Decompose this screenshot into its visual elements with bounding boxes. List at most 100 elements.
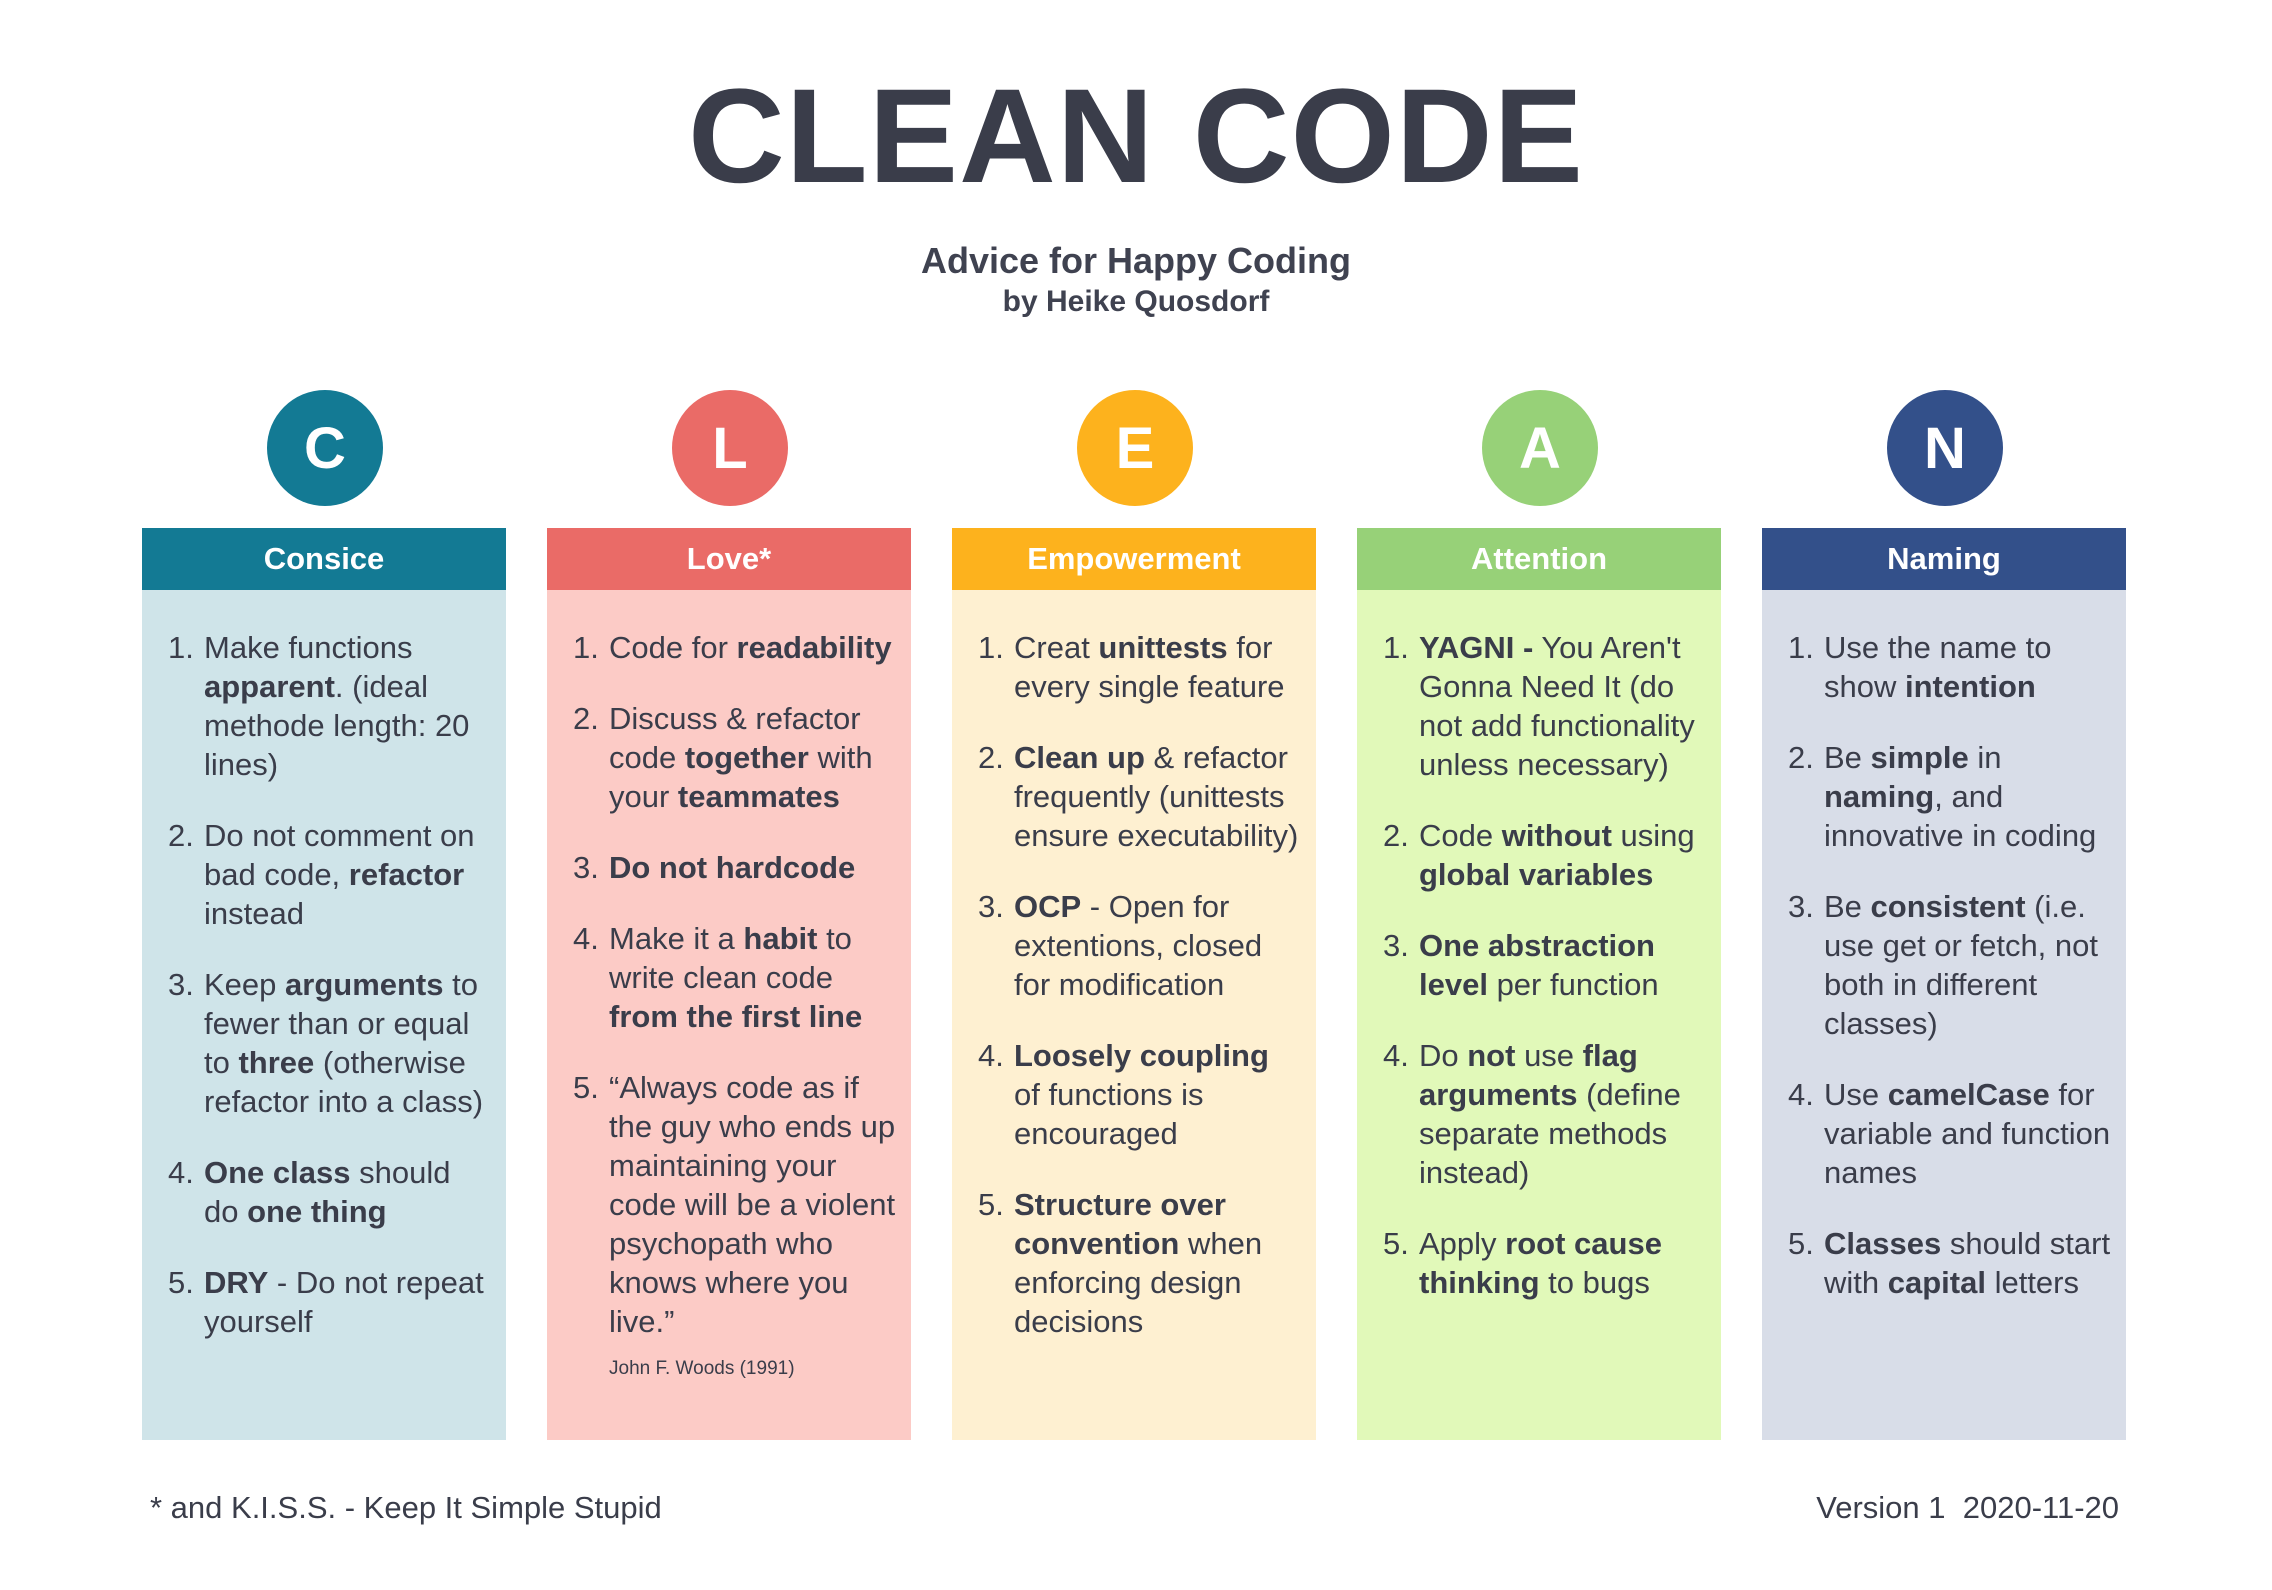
- letter-badge-l: L: [672, 390, 788, 506]
- item-number: 3.: [978, 889, 1004, 924]
- item-text-bold: three: [238, 1045, 315, 1080]
- column-heading: Empowerment: [952, 528, 1316, 590]
- item-text: should do: [204, 1155, 451, 1229]
- item-text-bold: YAGNI -: [1419, 630, 1534, 665]
- item-number: 4.: [1788, 1077, 1814, 1112]
- item-text-bold: naming: [1824, 779, 1935, 814]
- item-text: for every single feature: [1014, 630, 1285, 704]
- advice-item: 3. Keep arguments to fewer than or equal …: [168, 965, 492, 1121]
- item-text-bold: not: [1467, 1038, 1516, 1073]
- column-card: 1. Use the name to show intention 2. Be sim…: [1762, 590, 2126, 1440]
- item-text: Code for: [609, 630, 737, 665]
- item-text-bold: readability: [736, 630, 892, 665]
- advice-item: 4. Use camelCase for variable and functio…: [1788, 1075, 2112, 1192]
- item-text: to fewer than or equal to: [204, 967, 478, 1080]
- advice-item: 5. Structure over convention when enforci…: [978, 1185, 1302, 1341]
- item-text-bold: Clean up: [1014, 740, 1145, 775]
- item-text: You Aren't Gonna Need It (do not add fun…: [1419, 630, 1695, 782]
- item-number: 1.: [573, 630, 599, 665]
- item-text-bold: One abstraction level: [1419, 928, 1655, 1002]
- item-text: Creat: [1014, 630, 1099, 665]
- item-text: & refactor frequently (unittests ensure …: [1014, 740, 1299, 853]
- item-text-bold: unittests: [1098, 630, 1228, 665]
- item-number: 5.: [978, 1187, 1004, 1222]
- item-number: 2.: [1383, 818, 1409, 853]
- item-text: (i.e. use get or fetch, not both in diff…: [1824, 889, 2099, 1041]
- item-text: Discuss & refactor code: [609, 701, 861, 775]
- item-text: to write clean code: [609, 921, 852, 995]
- advice-item: 3. Do not hardcode: [573, 848, 897, 887]
- column-card: 1. Make functions apparent. (ideal method…: [142, 590, 506, 1440]
- advice-item: 4. Do not use flag arguments (define sepa…: [1383, 1036, 1707, 1192]
- advice-item: 1. Use the name to show intention: [1788, 628, 2112, 706]
- advice-item: 4. Make it a habit to write clean code fr…: [573, 919, 897, 1036]
- column-heading: Naming: [1762, 528, 2126, 590]
- item-text-bold: teammates: [677, 779, 840, 814]
- item-text-bold: from the first line: [609, 999, 863, 1034]
- item-text: when enforcing design decisions: [1014, 1226, 1263, 1339]
- advice-item: 3. Be consistent (i.e. use get or fetch, …: [1788, 887, 2112, 1043]
- advice-item: 5. Classes should start with capital lett…: [1788, 1224, 2112, 1302]
- item-text-bold: one thing: [247, 1194, 387, 1229]
- item-number: 3.: [168, 967, 194, 1002]
- footnote: * and K.I.S.S. - Keep It Simple Stupid: [150, 1490, 662, 1525]
- item-text: with your: [609, 740, 873, 814]
- item-number: 1.: [1788, 630, 1814, 665]
- item-text: Do not comment on bad code,: [204, 818, 475, 892]
- advice-item: 2. Discuss & refactor code together with …: [573, 699, 897, 816]
- item-text: use: [1515, 1038, 1583, 1073]
- advice-item: 2. Do not comment on bad code, refactor i…: [168, 816, 492, 933]
- column-card: 1. Code for readability 2. Discuss & refact…: [547, 590, 911, 1440]
- item-text-bold: Loosely coupling: [1014, 1038, 1269, 1073]
- item-text-bold: Structure over convention: [1014, 1187, 1226, 1261]
- advice-list: 1. Use the name to show intention 2. Be sim…: [1788, 628, 2112, 1334]
- item-text: Do: [1419, 1038, 1468, 1073]
- item-number: 4.: [978, 1038, 1004, 1073]
- advice-list: 1. YAGNI - You Aren't Gonna Need It (do n…: [1383, 628, 1707, 1334]
- advice-item: 2. Be simple in naming, and innovative in…: [1788, 738, 2112, 855]
- item-text: Be: [1824, 740, 1871, 775]
- advice-item: 1. Make functions apparent. (ideal method…: [168, 628, 492, 784]
- item-text-bold: capital: [1887, 1265, 1986, 1300]
- item-text-bold: Do not hardcode: [609, 850, 856, 885]
- item-text: per function: [1487, 967, 1659, 1002]
- item-number: 1.: [978, 630, 1004, 665]
- item-number: 5.: [1383, 1226, 1409, 1261]
- advice-item: 2. Clean up & refactor frequently (unitte…: [978, 738, 1302, 855]
- item-text-bold: arguments: [285, 967, 444, 1002]
- item-number: 4.: [573, 921, 599, 956]
- item-text: . (ideal methode length: 20 lines): [204, 669, 470, 782]
- advice-list: 1. Make functions apparent. (ideal method…: [168, 628, 492, 1373]
- item-text: - Do not repeat yourself: [204, 1265, 484, 1339]
- column-naming: N Naming 1. Use the name to show intention 2…: [1762, 0, 2126, 1590]
- item-text-bold: root cause thinking: [1419, 1226, 1662, 1300]
- item-text-bold: intention: [1904, 669, 2036, 704]
- column-heading: Love*: [547, 528, 911, 590]
- item-text-bold: refactor: [348, 857, 465, 892]
- item-text-bold: Classes: [1824, 1226, 1942, 1261]
- item-number: 1.: [1383, 630, 1409, 665]
- column-card: 1. YAGNI - You Aren't Gonna Need It (do n…: [1357, 590, 1721, 1440]
- item-text-bold: without: [1501, 818, 1612, 853]
- item-text: Code: [1419, 818, 1502, 853]
- item-text: letters: [1985, 1265, 2079, 1300]
- item-text: (define separate methods instead): [1419, 1077, 1681, 1190]
- column-card: 1. Creat unittests for every single featu…: [952, 590, 1316, 1440]
- item-text: , and innovative in coding: [1824, 779, 2097, 853]
- column-empowerment: E Empowerment 1. Creat unittests for every …: [952, 0, 1316, 1590]
- advice-item: 2. Code without using global variables: [1383, 816, 1707, 894]
- item-text: using: [1611, 818, 1695, 853]
- item-number: 2.: [978, 740, 1004, 775]
- advice-item: 5. “Always code as if the guy who ends up…: [573, 1068, 897, 1381]
- item-number: 5.: [573, 1070, 599, 1105]
- item-text: “Always code as if the guy who ends up m…: [609, 1070, 896, 1339]
- item-number: 4.: [168, 1155, 194, 1190]
- letter-badge-c: C: [267, 390, 383, 506]
- advice-item: 4. One class should do one thing: [168, 1153, 492, 1231]
- advice-item: 5. DRY - Do not repeat yourself: [168, 1263, 492, 1341]
- column-heading: Attention: [1357, 528, 1721, 590]
- item-text: Keep: [204, 967, 286, 1002]
- item-text: Be: [1824, 889, 1871, 924]
- advice-list: 1. Creat unittests for every single featu…: [978, 628, 1302, 1373]
- item-number: 3.: [573, 850, 599, 885]
